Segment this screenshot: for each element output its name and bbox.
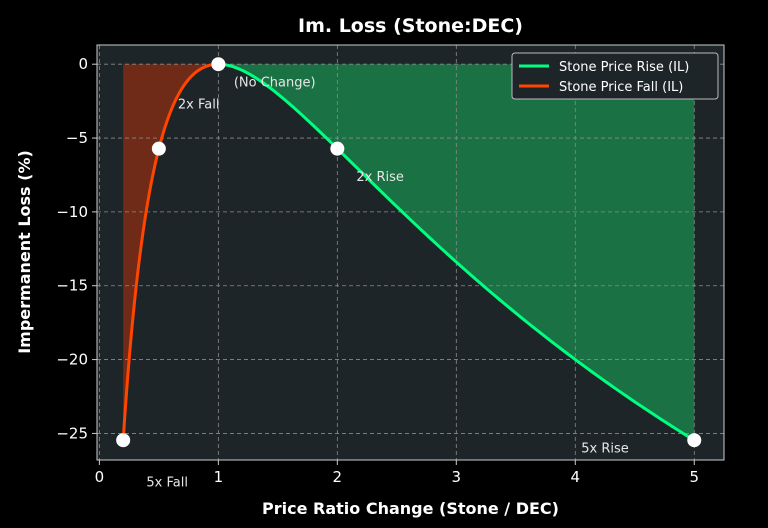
plot-frame <box>96 44 725 461</box>
annotation-1: 2x Fall <box>178 98 220 113</box>
series-line-fall <box>121 62 219 441</box>
series-line-rise <box>218 62 696 442</box>
data-point-2 <box>211 57 226 72</box>
y-tick-label-2: −10 <box>56 203 88 221</box>
data-point-1 <box>151 141 166 156</box>
legend-label-rise: Stone Price Rise (IL) <box>559 60 689 75</box>
annotation-0: 5x Fall <box>146 476 188 491</box>
data-point-0 <box>116 433 131 448</box>
legend: Stone Price Rise (IL) Stone Price Fall (… <box>511 52 719 100</box>
y-tick-label-4: −20 <box>56 351 88 369</box>
x-axis-label: Price Ratio Change (Stone / DEC) <box>262 499 559 518</box>
legend-box <box>511 52 719 100</box>
y-tick-label-0: 0 <box>78 55 88 73</box>
y-tick-label-5: −25 <box>56 424 88 442</box>
annotation-4: 5x Rise <box>581 442 629 457</box>
y-axis-label: Impermanent Loss (%) <box>15 150 34 354</box>
x-tick-label-4: 4 <box>571 468 581 486</box>
y-tick-label-3: −15 <box>56 277 88 295</box>
x-tick-label-5: 5 <box>689 468 699 486</box>
annotation-2: (No Change) <box>234 75 316 90</box>
x-tick-label-2: 2 <box>333 468 343 486</box>
legend-label-fall: Stone Price Fall (IL) <box>559 80 683 95</box>
y-tick-label-1: −5 <box>66 129 88 147</box>
x-tick-label-1: 1 <box>214 468 224 486</box>
annotation-3: 2x Rise <box>356 170 404 185</box>
fill-area-fall <box>123 64 219 441</box>
x-tick-label-3: 3 <box>452 468 462 486</box>
x-tick-label-0: 0 <box>95 468 105 486</box>
chart-title: Im. Loss (Stone:DEC) <box>298 15 523 37</box>
data-point-3 <box>330 141 345 156</box>
data-point-4 <box>687 433 702 448</box>
